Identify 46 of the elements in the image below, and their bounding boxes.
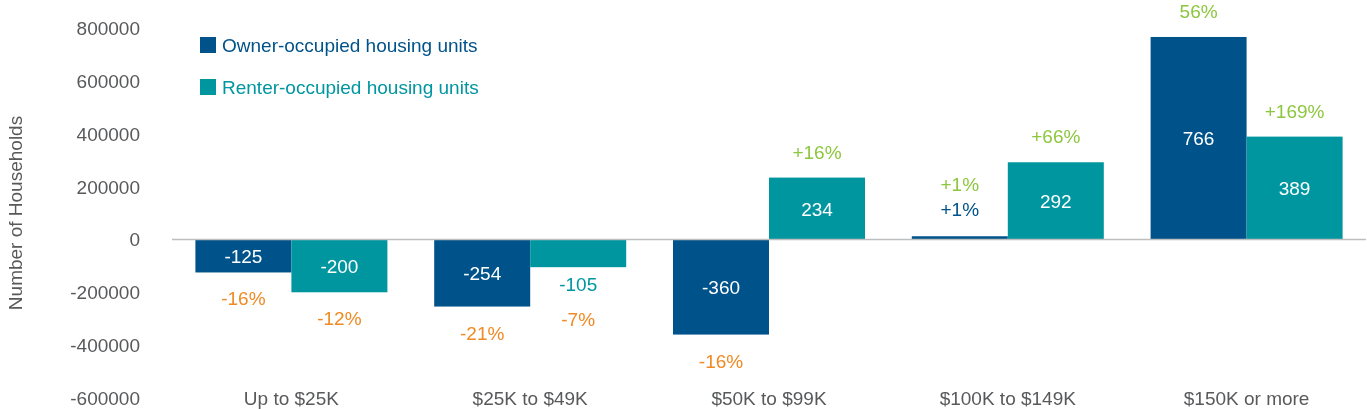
bar (291, 239, 388, 293)
y-tick-label: 0 (129, 229, 140, 251)
annotation: 234 (801, 198, 834, 220)
annotation: -21% (460, 322, 505, 344)
text: 56% (1179, 0, 1218, 22)
annotation: +66% (1031, 126, 1081, 148)
y-tick-label: 400000 (76, 123, 140, 145)
annotation: -200 (320, 255, 359, 277)
bar (1246, 136, 1343, 240)
y-tick-label: 600000 (76, 70, 140, 92)
y-tick-label: 200000 (76, 176, 140, 198)
y-axis-title: Number of Households (5, 115, 26, 311)
bar (769, 177, 865, 240)
y-tick-label: -400000 (70, 335, 140, 357)
bar (434, 239, 531, 307)
x-tick-label: $150K or more (1183, 388, 1310, 409)
x-tick-label: $50K to $99K (711, 388, 827, 409)
annotation: +1% (940, 174, 980, 196)
annotation: -16% (221, 288, 266, 310)
legend-label: Renter-occupied housing units (222, 77, 479, 98)
annotation: -7% (561, 309, 596, 331)
annotation: -360 (701, 277, 741, 298)
annotation: 389 (1278, 178, 1311, 200)
bar (911, 236, 1008, 240)
x-tick-label: $25K to $49K (472, 388, 589, 409)
annotation: -125 (224, 245, 263, 267)
annotation: -16% (698, 350, 744, 372)
bar (1007, 162, 1104, 240)
y-tick-label: 800000 (76, 18, 140, 39)
annotation: +1% (940, 199, 980, 221)
bar (1150, 36, 1247, 240)
annotation: -254 (463, 262, 502, 284)
annotation: -105 (559, 274, 598, 296)
x-tick-label: Up to $25K (243, 388, 340, 409)
annotation: 766 (1182, 128, 1215, 150)
annotation: +169% (1264, 100, 1325, 122)
annotation: +16% (792, 141, 842, 163)
y-tick-label: -600000 (70, 388, 140, 409)
bar (195, 239, 292, 273)
bar (530, 239, 627, 268)
y-tick-label: -200000 (70, 282, 140, 304)
annotation: 292 (1039, 190, 1072, 212)
bar (673, 239, 769, 335)
x-tick-label: $100K to $149K (939, 388, 1077, 409)
legend-label: Owner-occupied housing units (222, 35, 478, 56)
annotation: -12% (317, 308, 362, 330)
